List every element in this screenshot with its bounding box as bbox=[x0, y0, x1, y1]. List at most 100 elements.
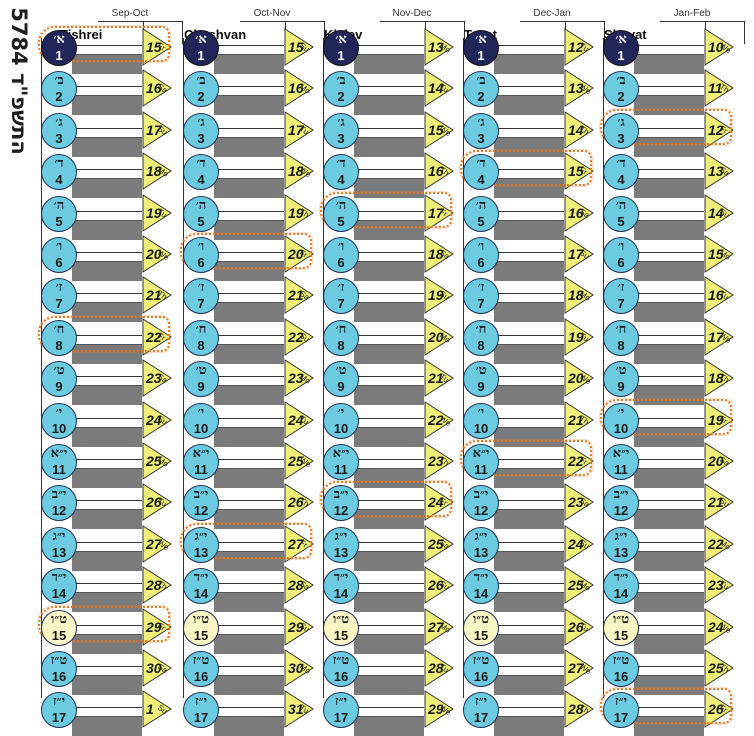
date-marker: 29 We bbox=[424, 690, 454, 729]
hebrew-day-number: 11 bbox=[474, 462, 488, 477]
hebrew-day-circle: י׳ 10 bbox=[183, 402, 219, 439]
gregorian-date: 15 bbox=[288, 39, 304, 55]
hebrew-day-letter: ט״ז bbox=[50, 653, 68, 668]
hebrew-day-circle: ב׳ 2 bbox=[603, 71, 639, 108]
gregorian-date: 16 bbox=[288, 80, 304, 97]
gregorian-date: 23 bbox=[288, 370, 304, 387]
date-triangle bbox=[704, 69, 734, 108]
day-bar bbox=[634, 178, 704, 199]
hebrew-day-letter: ז׳ bbox=[617, 280, 625, 296]
date-marker: 18 Th bbox=[704, 359, 734, 398]
row-connector bbox=[494, 45, 564, 46]
day-bar bbox=[354, 95, 424, 116]
date-marker: 25 Mo bbox=[142, 442, 172, 480]
hebrew-day-circle: ט׳ 9 bbox=[603, 361, 639, 398]
hebrew-day-number: 17 bbox=[193, 710, 209, 726]
row-connector bbox=[72, 500, 142, 502]
shabbat-highlight bbox=[320, 191, 452, 228]
date-marker: 25 We bbox=[284, 442, 314, 480]
hebrew-day-number: 15 bbox=[473, 627, 489, 643]
day-bar bbox=[214, 426, 284, 447]
hebrew-day-circle: י״ג 13 bbox=[323, 526, 359, 563]
hebrew-day-letter: ב׳ bbox=[336, 73, 346, 89]
date-triangle bbox=[564, 400, 594, 439]
hebrew-day-circle: י״ב 12 bbox=[603, 485, 639, 522]
date-triangle bbox=[142, 193, 172, 232]
row-connector bbox=[214, 127, 284, 129]
triangle-shape bbox=[424, 649, 454, 687]
date-triangle bbox=[704, 607, 734, 646]
date-marker: 28 Sa bbox=[284, 566, 314, 605]
day-bar bbox=[354, 136, 424, 157]
row-connector bbox=[214, 707, 284, 709]
hebrew-day-circle: ה׳ 5 bbox=[41, 195, 77, 232]
row-connector bbox=[72, 541, 142, 543]
hebrew-day-circle: ד׳ 4 bbox=[323, 154, 359, 191]
triangle-shape bbox=[564, 483, 594, 522]
date-marker: 15 We bbox=[424, 110, 454, 149]
hebrew-day-number: 13 bbox=[51, 544, 67, 560]
hebrew-day-number: 15 bbox=[193, 627, 209, 643]
date-marker: 23 Mo bbox=[284, 359, 314, 398]
hebrew-day-circle: י״ז 17 bbox=[603, 692, 639, 729]
date-triangle bbox=[564, 649, 594, 687]
hebrew-day-number: 5 bbox=[197, 213, 205, 229]
hebrew-day-number: 16 bbox=[193, 669, 209, 684]
hebrew-day-circle: י״ג 13 bbox=[603, 526, 639, 563]
date-triangle bbox=[284, 649, 314, 687]
day-bar bbox=[494, 468, 564, 488]
date-triangle bbox=[142, 483, 172, 522]
triangle-shape bbox=[424, 442, 454, 480]
triangle-shape bbox=[564, 110, 594, 149]
gregorian-date: 19 bbox=[146, 204, 162, 221]
day-bar bbox=[354, 385, 424, 406]
shabbat-highlight bbox=[38, 26, 170, 62]
header-line bbox=[98, 21, 143, 22]
date-marker: 20 Mo bbox=[424, 317, 454, 356]
hebrew-day-letter: י׳ bbox=[477, 404, 485, 420]
hebrew-day-letter: י״א bbox=[472, 446, 490, 461]
year-title: 5784 התשפ"ד bbox=[7, 7, 31, 155]
hebrew-day-number: 6 bbox=[337, 255, 345, 270]
date-triangle bbox=[424, 524, 454, 563]
date-triangle bbox=[564, 317, 594, 356]
date-marker: 21 Th bbox=[564, 400, 594, 439]
row-connector bbox=[214, 417, 284, 419]
date-triangle bbox=[284, 317, 314, 356]
hebrew-day-letter: ט״ז bbox=[192, 653, 210, 668]
hebrew-day-number: 4 bbox=[477, 172, 485, 188]
hebrew-day-number: 8 bbox=[197, 337, 205, 353]
gregorian-date: 21 bbox=[708, 494, 724, 511]
hebrew-day-circle: א׳ 1 bbox=[41, 30, 77, 66]
hebrew-day-number: 7 bbox=[477, 296, 485, 312]
hebrew-day-number: 11 bbox=[614, 462, 628, 477]
gregorian-date: 25 bbox=[708, 660, 724, 676]
date-triangle bbox=[424, 110, 454, 149]
hebrew-day-letter: י״ד bbox=[473, 570, 489, 586]
date-marker: 13 Sa bbox=[704, 152, 734, 191]
hebrew-day-circle: ט״ו 15 bbox=[603, 609, 639, 646]
shabbat-highlight bbox=[460, 440, 592, 476]
hebrew-day-letter: י׳ bbox=[337, 404, 345, 420]
gregorian-date: 25 bbox=[428, 535, 444, 552]
hebrew-day-letter: י״א bbox=[612, 446, 630, 461]
hebrew-day-number: 9 bbox=[337, 379, 345, 395]
row-connector bbox=[634, 624, 704, 626]
day-bar bbox=[72, 385, 142, 406]
hebrew-day-number: 5 bbox=[477, 213, 485, 229]
gregorian-date: 16 bbox=[708, 287, 724, 304]
date-marker: 31 Tu bbox=[284, 690, 314, 729]
gregorian-date: 16 bbox=[428, 163, 444, 180]
triangle-shape bbox=[142, 524, 172, 563]
triangle-shape bbox=[284, 110, 314, 149]
date-marker: 28 Tu bbox=[424, 649, 454, 687]
date-triangle bbox=[284, 28, 314, 66]
hebrew-day-number: 12 bbox=[613, 503, 629, 519]
gregorian-date: 25 bbox=[568, 577, 584, 594]
triangle-shape bbox=[704, 276, 734, 315]
row-connector bbox=[214, 169, 284, 171]
hebrew-day-circle: י״ג 13 bbox=[183, 526, 219, 563]
date-triangle bbox=[142, 566, 172, 605]
month-range: Jan-Feb bbox=[673, 8, 711, 19]
hebrew-day-letter: ח׳ bbox=[615, 321, 627, 337]
